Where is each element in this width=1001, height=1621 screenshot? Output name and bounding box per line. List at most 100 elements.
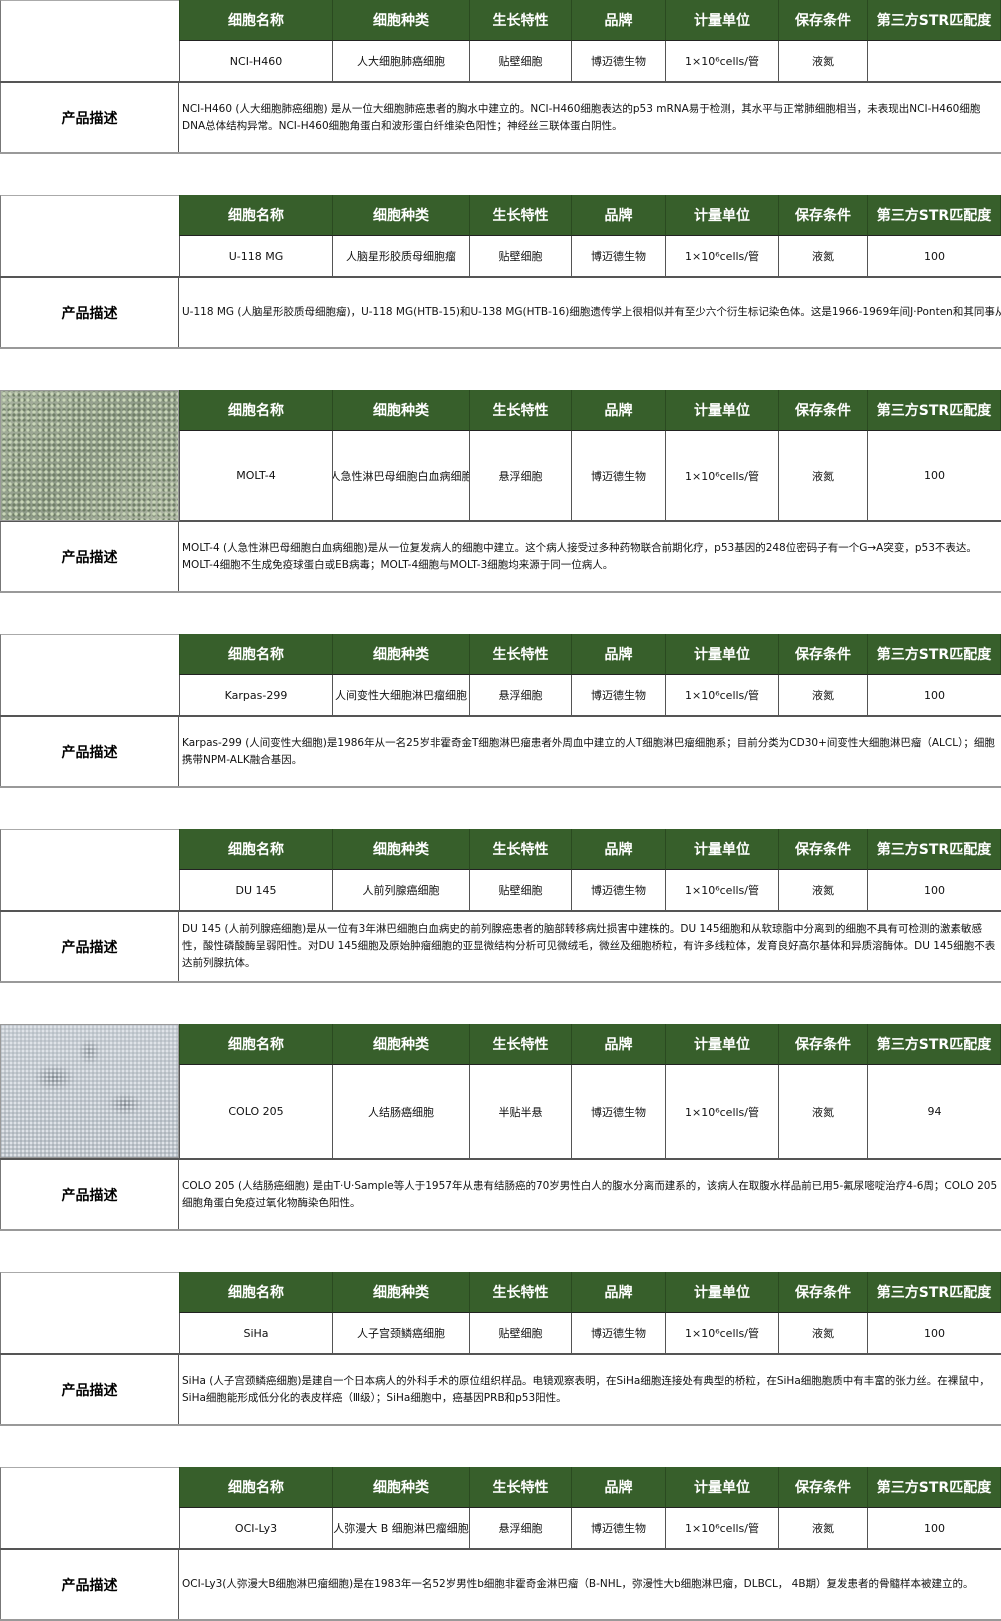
- header-unit: 计量单位: [666, 1024, 779, 1065]
- cell-cell-name: Karpas-299: [179, 675, 333, 715]
- cell-unit: 1×10⁶cells/管: [666, 236, 779, 276]
- header-cell-name: 细胞名称: [179, 829, 333, 870]
- header-cell-type: 细胞种类: [333, 1272, 470, 1313]
- cell-growth: 贴壁细胞: [470, 236, 572, 276]
- header-row: 细胞名称 细胞种类 生长特性 品牌 计量单位 保存条件 第三方STR匹配度: [0, 1024, 1001, 1065]
- cell-storage: 液氮: [779, 236, 868, 276]
- description-row: 产品描述 MOLT-4 (人急性淋巴母细胞白血病细胞)是从一位复发病人的细胞中建立…: [0, 521, 1001, 593]
- left-blank: [0, 0, 179, 41]
- header-cell-name: 细胞名称: [179, 390, 333, 431]
- header-growth: 生长特性: [470, 1024, 572, 1065]
- description-row: 产品描述 COLO 205 (人结肠癌细胞) 是由T·U·Sample等人于195…: [0, 1159, 1001, 1231]
- cell-str-match: 94: [927, 1105, 942, 1118]
- cell-growth: 半贴半悬: [470, 1065, 572, 1158]
- header-unit: 计量单位: [666, 195, 779, 236]
- cell-growth: 悬浮细胞: [470, 431, 572, 520]
- header-cell-type: 细胞种类: [333, 390, 470, 431]
- left-blank: [0, 675, 179, 715]
- cell-growth: 悬浮细胞: [470, 1508, 572, 1548]
- left-blank: [0, 41, 179, 81]
- description-label: 产品描述: [0, 1160, 179, 1229]
- description-label: 产品描述: [0, 717, 179, 786]
- molt-4-cell-micrograph: [0, 390, 179, 521]
- header-str-match: 第三方STR匹配度: [868, 195, 1001, 236]
- table-row: NCI-H460 人大细胞肺癌细胞 贴壁细胞 博迈德生物 1×10⁶cells/管 液氮: [0, 41, 1001, 82]
- cell-brand: 博迈德生物: [572, 1508, 666, 1548]
- cell-str-match: 100: [924, 1326, 945, 1340]
- header-cell-name: 细胞名称: [179, 0, 333, 41]
- header-brand: 品牌: [572, 0, 666, 41]
- header-cell-type: 细胞种类: [333, 829, 470, 870]
- header-storage: 保存条件: [779, 1467, 868, 1508]
- left-blank: [0, 634, 179, 675]
- cell-cell-name: NCI-H460: [179, 41, 333, 81]
- product-description: MOLT-4 (人急性淋巴母细胞白血病细胞)是从一位复发病人的细胞中建立。这个病…: [182, 541, 977, 571]
- product-description: NCI-H460 (人大细胞肺癌细胞) 是从一位大细胞肺癌患者的胸水中建立的。N…: [182, 102, 981, 132]
- header-str-match: 第三方STR匹配度: [868, 1024, 1001, 1065]
- header-storage: 保存条件: [779, 1272, 868, 1313]
- header-str-match: 第三方STR匹配度: [868, 390, 1001, 431]
- cell-storage: 液氮: [779, 41, 868, 81]
- description-label: 产品描述: [0, 1550, 179, 1619]
- cell-unit: 1×10⁶cells/管: [666, 41, 779, 81]
- header-cell-name: 细胞名称: [179, 195, 333, 236]
- description-row: 产品描述 SiHa (人子宫颈鳞癌细胞)是建自一个日本病人的外科手术的原位组织样品…: [0, 1354, 1001, 1426]
- header-brand: 品牌: [572, 634, 666, 675]
- cell-cell-type: 人弥漫大 B 细胞淋巴瘤细胞: [333, 1508, 470, 1548]
- header-unit: 计量单位: [666, 829, 779, 870]
- header-unit: 计量单位: [666, 634, 779, 675]
- cell-growth: 贴壁细胞: [470, 1313, 572, 1353]
- cell-brand: 博迈德生物: [572, 41, 666, 81]
- header-cell-type: 细胞种类: [333, 1467, 470, 1508]
- table-row: OCI-Ly3 人弥漫大 B 细胞淋巴瘤细胞 悬浮细胞 博迈德生物 1×10⁶cells…: [0, 1508, 1001, 1549]
- header-brand: 品牌: [572, 390, 666, 431]
- header-growth: 生长特性: [470, 1467, 572, 1508]
- cell-growth: 贴壁细胞: [470, 870, 572, 910]
- header-cell-type: 细胞种类: [333, 634, 470, 675]
- cell-unit: 1×10⁶cells/管: [666, 675, 779, 715]
- header-brand: 品牌: [572, 1024, 666, 1065]
- product-block: 细胞名称 细胞种类 生长特性 品牌 计量单位 保存条件 第三方STR匹配度 NCI-H460 人…: [0, 0, 1001, 154]
- product-description: DU 145 (人前列腺癌细胞)是从一位有3年淋巴细胞白血病史的前列腺癌患者的脑…: [182, 923, 996, 969]
- cell-cell-name: OCI-Ly3: [179, 1508, 333, 1548]
- description-label: 产品描述: [0, 1355, 179, 1424]
- cell-unit: 1×10⁶cells/管: [666, 1313, 779, 1353]
- table-row: Karpas-299 人间变性大细胞淋巴瘤细胞 悬浮细胞 博迈德生物 1×10⁶cell…: [0, 675, 1001, 716]
- header-growth: 生长特性: [470, 1272, 572, 1313]
- header-row: 细胞名称 细胞种类 生长特性 品牌 计量单位 保存条件 第三方STR匹配度: [0, 634, 1001, 675]
- header-unit: 计量单位: [666, 390, 779, 431]
- description-label: 产品描述: [0, 83, 179, 152]
- header-cell-name: 细胞名称: [179, 1024, 333, 1065]
- left-blank: [0, 1272, 179, 1313]
- cell-cell-type: 人间变性大细胞淋巴瘤细胞: [333, 675, 470, 715]
- product-block: 细胞名称 细胞种类 生长特性 品牌 计量单位 保存条件 第三方STR匹配度 OCI-Ly3 人弥…: [0, 1467, 1001, 1621]
- cell-storage: 液氮: [779, 870, 868, 910]
- cell-growth: 贴壁细胞: [470, 41, 572, 81]
- description-row: 产品描述 Karpas-299 (人间变性大细胞)是1986年从一名25岁非霍奇金…: [0, 716, 1001, 788]
- header-cell-type: 细胞种类: [333, 195, 470, 236]
- description-row: 产品描述 U-118 MG (人脑星形胶质母细胞瘤)，U-118 MG(HTB-1…: [0, 277, 1001, 349]
- header-str-match: 第三方STR匹配度: [868, 1272, 1001, 1313]
- cell-brand: 博迈德生物: [572, 870, 666, 910]
- header-row: 细胞名称 细胞种类 生长特性 品牌 计量单位 保存条件 第三方STR匹配度: [0, 1272, 1001, 1313]
- header-row: 细胞名称 细胞种类 生长特性 品牌 计量单位 保存条件 第三方STR匹配度: [0, 1467, 1001, 1508]
- product-description: Karpas-299 (人间变性大细胞)是1986年从一名25岁非霍奇金T细胞淋…: [182, 736, 995, 766]
- cell-brand: 博迈德生物: [572, 1065, 666, 1158]
- cell-cell-type: 人急性淋巴母细胞白血病细胞: [333, 431, 470, 520]
- cell-storage: 液氮: [779, 1065, 868, 1158]
- product-block: 细胞名称 细胞种类 生长特性 品牌 计量单位 保存条件 第三方STR匹配度 MOLT-4 人急性…: [0, 390, 1001, 593]
- left-blank: [0, 195, 179, 236]
- left-blank: [0, 236, 179, 276]
- cell-unit: 1×10⁶cells/管: [666, 870, 779, 910]
- cell-storage: 液氮: [779, 1313, 868, 1353]
- header-str-match: 第三方STR匹配度: [868, 0, 1001, 41]
- header-growth: 生长特性: [470, 390, 572, 431]
- product-description: U-118 MG (人脑星形胶质母细胞瘤)，U-118 MG(HTB-15)和U…: [182, 306, 1001, 318]
- header-unit: 计量单位: [666, 1467, 779, 1508]
- header-str-match: 第三方STR匹配度: [868, 1467, 1001, 1508]
- header-brand: 品牌: [572, 1467, 666, 1508]
- product-block: 细胞名称 细胞种类 生长特性 品牌 计量单位 保存条件 第三方STR匹配度 U-118 MG 人…: [0, 195, 1001, 349]
- cell-brand: 博迈德生物: [572, 1313, 666, 1353]
- left-blank: [0, 1508, 179, 1548]
- header-unit: 计量单位: [666, 1272, 779, 1313]
